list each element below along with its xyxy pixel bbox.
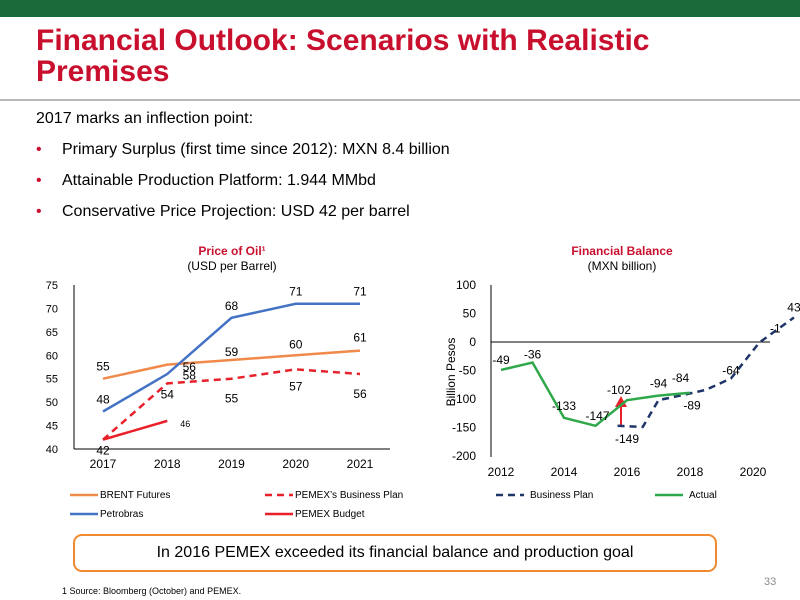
oil-y-tick-label: 50 <box>46 397 58 409</box>
oil-legend-label: PEMEX Budget <box>295 509 365 520</box>
fb-data-label: -149 <box>615 432 639 446</box>
fb-y-tick-label: -200 <box>452 449 476 463</box>
oil-y-tick-label: 70 <box>46 303 58 315</box>
footnote: 1 Source: Bloomberg (October) and PEMEX. <box>62 586 242 596</box>
oil-data-label: 56 <box>183 360 197 374</box>
fb-data-label: -64 <box>722 363 740 377</box>
fb-data-label: -84 <box>672 371 690 385</box>
fb-x-tick-label: 2018 <box>677 465 704 479</box>
fb-data-label: 43 <box>787 300 800 314</box>
fb-legend-label: Actual <box>689 490 717 501</box>
bullet-dot-icon: • <box>36 172 42 189</box>
fb-x-tick-label: 2014 <box>551 465 578 479</box>
callout-box: In 2016 PEMEX exceeded its financial bal… <box>73 534 717 572</box>
fb-y-axis-title: Billion Pesos <box>444 338 458 407</box>
oil-data-label: 56 <box>353 387 367 401</box>
red-up-arrow-icon <box>615 396 627 407</box>
fb-data-label: -102 <box>607 383 631 397</box>
oil-data-label: 46 <box>180 419 190 429</box>
oil-data-label: 55 <box>96 360 110 374</box>
oil-chart-subtitle: (USD per Barrel) <box>187 259 276 273</box>
intro-text: 2017 marks an inflection point: <box>36 110 254 127</box>
oil-x-tick-label: 2021 <box>347 457 374 471</box>
fb-y-tick-label: 0 <box>469 335 476 349</box>
oil-series-line <box>102 368 361 441</box>
fb-x-tick-label: 2012 <box>488 465 515 479</box>
fb-y-tick-label: -150 <box>452 421 476 435</box>
bullet-text: Conservative Price Projection: USD 42 pe… <box>62 203 410 220</box>
page-number: 33 <box>764 576 777 588</box>
fb-series-line <box>500 361 691 428</box>
fb-chart-subtitle: (MXN billion) <box>588 259 657 273</box>
bullet-dot-icon: • <box>36 141 42 158</box>
oil-data-label: 57 <box>289 379 303 393</box>
oil-data-label: 54 <box>161 387 175 401</box>
oil-y-tick-label: 60 <box>46 350 58 362</box>
oil-legend-label: PEMEX’s Business Plan <box>295 490 403 501</box>
fb-chart-title: Financial Balance <box>571 244 673 258</box>
fb-legend-label: Business Plan <box>530 490 593 501</box>
oil-data-label: 59 <box>225 345 239 359</box>
oil-x-tick-label: 2020 <box>282 457 309 471</box>
bullet-dot-icon: • <box>36 203 42 220</box>
oil-x-tick-label: 2018 <box>154 457 181 471</box>
fb-y-tick-label: 50 <box>463 307 477 321</box>
fb-data-label: -89 <box>683 399 701 413</box>
oil-data-label: 71 <box>353 285 367 299</box>
fb-data-label: -94 <box>650 377 668 391</box>
oil-series-line <box>102 302 360 413</box>
bullet-list: • Primary Surplus (first time since 2012)… <box>36 141 450 234</box>
title-divider <box>0 99 800 101</box>
oil-y-tick-label: 65 <box>46 327 58 339</box>
oil-data-label: 58 <box>183 369 197 383</box>
oil-data-label: 68 <box>225 299 239 313</box>
bullet-text: Attainable Production Platform: 1.944 MM… <box>62 172 376 189</box>
fb-y-tick-label: 100 <box>456 278 476 292</box>
oil-series-line <box>102 349 361 380</box>
oil-data-label: 71 <box>289 285 303 299</box>
oil-x-tick-label: 2017 <box>90 457 117 471</box>
oil-legend-label: Petrobras <box>100 509 143 520</box>
fb-data-label: -147 <box>585 409 609 423</box>
oil-series-line <box>102 419 168 441</box>
bullet-item: • Attainable Production Platform: 1.944 M… <box>36 172 450 203</box>
oil-data-label: 48 <box>96 393 110 407</box>
oil-y-tick-label: 55 <box>46 374 58 386</box>
fb-data-label: -133 <box>552 399 576 413</box>
fb-data-label: -36 <box>524 348 542 362</box>
fb-data-label: -1 <box>770 322 781 336</box>
oil-data-label: 61 <box>353 331 367 345</box>
slide-title: Financial Outlook: Scenarios with Realis… <box>36 24 650 88</box>
fb-series-line <box>617 316 795 429</box>
oil-data-label: 55 <box>225 392 239 406</box>
oil-data-label: 60 <box>289 337 303 351</box>
fb-x-tick-label: 2016 <box>614 465 641 479</box>
bullet-item: • Conservative Price Projection: USD 42 p… <box>36 203 450 234</box>
fb-y-tick-label: -50 <box>459 364 477 378</box>
bullet-item: • Primary Surplus (first time since 2012)… <box>36 141 450 172</box>
oil-y-tick-label: 45 <box>46 421 58 433</box>
fb-data-label: -49 <box>492 353 510 367</box>
oil-legend-label: BRENT Futures <box>100 490 170 501</box>
fb-y-tick-label: -100 <box>452 392 476 406</box>
oil-y-tick-label: 40 <box>46 444 58 456</box>
header-bar <box>0 0 800 17</box>
bullet-text: Primary Surplus (first time since 2012):… <box>62 141 450 158</box>
oil-x-tick-label: 2019 <box>218 457 245 471</box>
oil-data-label: 42 <box>96 444 110 458</box>
oil-chart-title: Price of Oil¹ <box>198 244 265 258</box>
oil-y-tick-label: 75 <box>46 280 58 292</box>
fb-x-tick-label: 2020 <box>740 465 767 479</box>
